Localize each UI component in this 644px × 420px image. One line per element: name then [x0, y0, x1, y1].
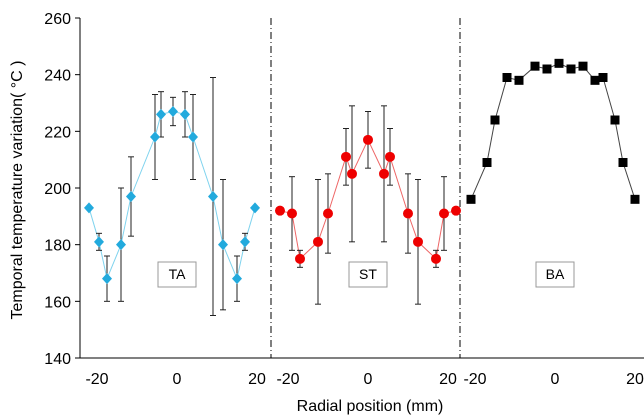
y-tick-label: 200	[44, 181, 71, 198]
panel-label: ST	[359, 266, 377, 282]
y-tick-label: 240	[44, 68, 71, 85]
data-point	[439, 208, 449, 219]
x-tick-label: 20	[439, 371, 457, 388]
panel-label: BA	[546, 266, 565, 282]
panel-label-box	[348, 261, 388, 288]
data-point	[168, 106, 178, 117]
data-point	[188, 131, 198, 143]
panel-label-box	[535, 261, 575, 288]
panel-label-box	[157, 261, 197, 288]
y-tick-label: 180	[44, 238, 71, 255]
data-point	[413, 236, 423, 247]
data-point	[156, 108, 166, 120]
y-tick-label: 220	[44, 124, 71, 141]
data-point	[347, 168, 357, 179]
x-tick-label: 0	[364, 371, 373, 388]
x-tick-label: 0	[551, 371, 560, 388]
data-point	[502, 73, 512, 82]
y-axis-title: Temporal temperature variation( °C )	[9, 61, 26, 320]
y-tick-label: 140	[44, 351, 71, 368]
panel-label: TA	[169, 266, 187, 282]
data-point	[94, 236, 104, 248]
data-point	[514, 75, 524, 85]
data-point	[313, 236, 323, 247]
data-point	[451, 205, 461, 216]
data-point	[630, 194, 640, 204]
series-line	[88, 110, 256, 281]
data-point	[363, 134, 373, 145]
data-point	[150, 131, 160, 143]
data-point	[578, 61, 588, 71]
data-point	[590, 75, 600, 85]
data-point	[379, 168, 389, 179]
data-point	[232, 273, 242, 285]
data-point	[598, 73, 608, 82]
x-tick-label: -20	[463, 371, 486, 388]
data-point	[466, 194, 476, 204]
data-point	[385, 151, 395, 162]
data-point	[482, 158, 492, 167]
data-point	[341, 151, 351, 162]
data-point	[542, 64, 552, 74]
y-tick-label: 160	[44, 294, 71, 311]
data-point	[403, 208, 413, 219]
x-tick-label: 0	[173, 371, 182, 388]
data-point	[218, 239, 228, 251]
data-point	[126, 191, 136, 202]
x-tick-label: -20	[276, 371, 299, 388]
data-point	[250, 202, 260, 214]
series-line	[470, 62, 636, 200]
x-tick-label: 20	[626, 371, 644, 388]
data-point	[431, 253, 441, 264]
x-tick-label: 20	[248, 371, 266, 388]
data-point	[490, 115, 500, 125]
data-point	[323, 208, 333, 219]
data-point	[275, 205, 285, 216]
x-axis-title: Radial position (mm)	[297, 398, 444, 415]
data-point	[208, 191, 218, 202]
data-point	[180, 108, 190, 120]
data-point	[240, 236, 250, 248]
data-point	[116, 239, 126, 251]
y-tick-label: 260	[44, 11, 71, 28]
data-point	[618, 158, 628, 167]
data-point	[554, 58, 564, 68]
data-point	[295, 253, 305, 264]
data-point	[566, 64, 576, 74]
data-point	[610, 115, 620, 125]
data-point	[530, 61, 540, 71]
data-point	[84, 202, 94, 214]
data-point	[102, 273, 112, 285]
data-point	[287, 208, 297, 219]
x-tick-label: -20	[85, 371, 108, 388]
